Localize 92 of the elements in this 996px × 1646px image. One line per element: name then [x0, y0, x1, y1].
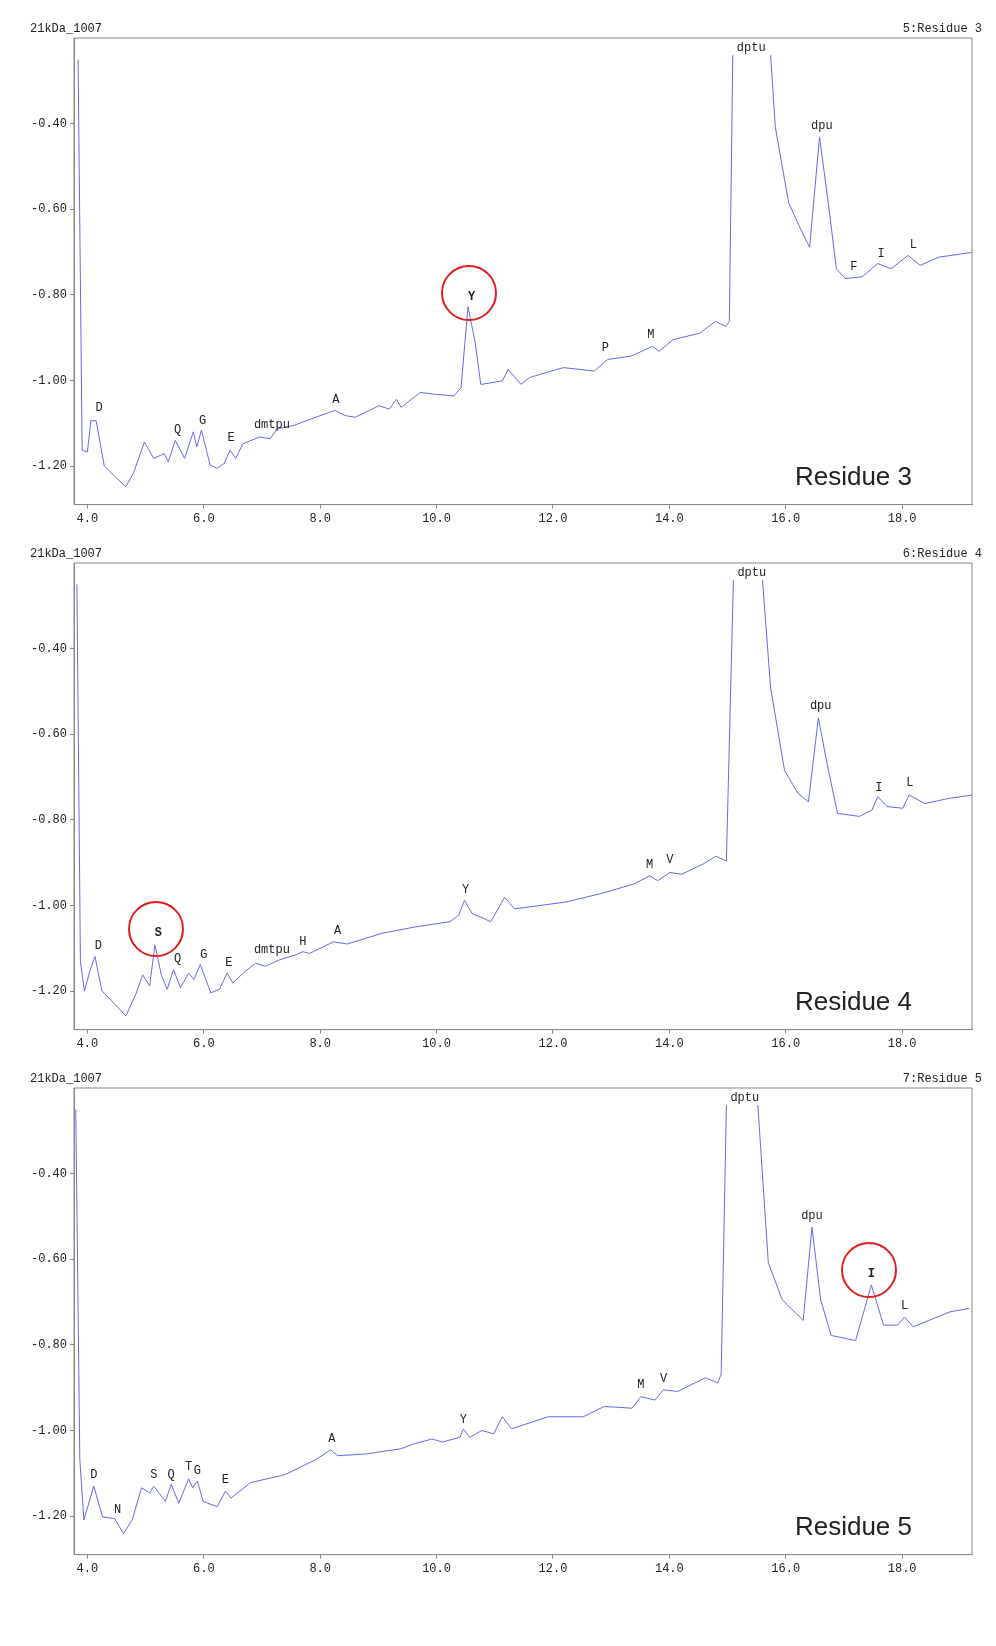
- annotation: L: [909, 238, 917, 253]
- x-tick-label: 6.0: [192, 1036, 215, 1051]
- x-tick-label: 18.0: [887, 1561, 917, 1576]
- y-tick-label: -0.40: [30, 116, 68, 131]
- x-tick-label: 8.0: [309, 1561, 331, 1576]
- y-tick-label: -0.80: [30, 813, 68, 828]
- annotation: dptu: [737, 566, 767, 581]
- y-tick-label: -1.20: [30, 459, 68, 474]
- annotation: Q: [174, 951, 182, 966]
- annotation: G: [193, 1464, 201, 1478]
- annotation: Y: [462, 883, 470, 898]
- y-tick-label: -1.00: [30, 373, 68, 388]
- annotation: A: [328, 1431, 337, 1446]
- chart-subtitle: 5:Residue 3: [902, 22, 982, 37]
- annotation: N: [114, 1502, 122, 1517]
- chart-subtitle: 7:Residue 5: [902, 1072, 982, 1087]
- annotation: dpu: [809, 699, 832, 714]
- x-tick-label: 14.0: [654, 1036, 684, 1051]
- y-tick-label: -0.40: [30, 1166, 68, 1181]
- y-tick-label: -0.60: [30, 727, 68, 742]
- x-tick-label: 10.0: [422, 511, 451, 526]
- annotation: E: [227, 431, 235, 446]
- annotation: dmtpu: [253, 418, 290, 433]
- annotation: F: [850, 259, 858, 274]
- annotation: V: [666, 853, 675, 868]
- annotation: H: [299, 934, 307, 949]
- annotation: dpu: [801, 1209, 823, 1224]
- x-tick-label: 12.0: [538, 1036, 568, 1051]
- y-tick-label: -0.60: [30, 202, 68, 217]
- y-tick-label: -1.20: [30, 984, 68, 999]
- annotation: Residue 4: [794, 985, 912, 1016]
- annotation: G: [199, 414, 207, 428]
- chart-title: 21kDa_1007: [30, 547, 103, 562]
- x-tick-label: 18.0: [887, 511, 917, 526]
- x-tick-label: 14.0: [654, 1561, 684, 1576]
- annotation: dmtpu: [253, 943, 290, 958]
- x-tick-label: 16.0: [771, 1561, 801, 1576]
- annotation: Residue 5: [794, 1510, 912, 1541]
- x-tick-label: 12.0: [538, 511, 568, 526]
- x-tick-label: 16.0: [771, 511, 801, 526]
- y-tick-label: -0.80: [30, 1338, 68, 1353]
- annotation: Q: [167, 1468, 175, 1483]
- annotation: L: [900, 1299, 909, 1314]
- annotation: D: [94, 939, 103, 953]
- annotation: L: [906, 776, 914, 791]
- y-tick-label: -1.20: [30, 1509, 68, 1524]
- x-tick-label: 4.0: [76, 511, 99, 526]
- annotation: I: [875, 780, 883, 795]
- annotation: T: [185, 1459, 193, 1474]
- annotation: M: [637, 1378, 645, 1393]
- annotation: S: [154, 926, 162, 940]
- annotation: Y: [459, 1412, 467, 1427]
- y-tick-label: -0.60: [30, 1252, 68, 1267]
- x-tick-label: 8.0: [309, 1036, 331, 1051]
- x-tick-label: 12.0: [538, 1561, 568, 1576]
- annotation: I: [867, 1266, 875, 1281]
- y-tick-label: -0.40: [30, 641, 68, 656]
- x-tick-label: 10.0: [422, 1561, 451, 1576]
- x-tick-label: 14.0: [654, 511, 684, 526]
- annotation: M: [647, 328, 655, 343]
- annotation: D: [95, 401, 103, 416]
- annotation: G: [200, 947, 208, 962]
- y-tick-label: -0.80: [30, 288, 68, 303]
- annotation: E: [221, 1472, 229, 1487]
- x-tick-label: 4.0: [76, 1036, 99, 1051]
- annotation: A: [332, 392, 341, 407]
- x-tick-label: 4.0: [76, 1561, 99, 1576]
- x-tick-label: 18.0: [887, 1036, 917, 1051]
- annotation: I: [877, 247, 885, 262]
- annotation: V: [659, 1371, 668, 1386]
- x-tick-label: 8.0: [309, 511, 331, 526]
- y-tick-label: -1.00: [30, 1423, 68, 1438]
- annotation: E: [225, 956, 233, 971]
- annotation: Residue 3: [794, 460, 912, 491]
- annotation: Q: [174, 422, 182, 437]
- annotation: dptu: [730, 1091, 760, 1106]
- annotation: P: [601, 341, 609, 356]
- y-tick-label: -1.00: [30, 898, 68, 913]
- chart-subtitle: 6:Residue 4: [902, 547, 982, 562]
- annotation: S: [150, 1468, 158, 1483]
- annotation: D: [90, 1468, 98, 1483]
- x-tick-label: 6.0: [192, 511, 215, 526]
- x-tick-label: 6.0: [192, 1561, 215, 1576]
- annotation: M: [645, 857, 654, 872]
- x-tick-label: 16.0: [771, 1036, 801, 1051]
- chart-title: 21kDa_1007: [30, 22, 103, 37]
- annotation: dpu: [811, 118, 833, 133]
- annotation: A: [334, 924, 343, 939]
- annotation: dptu: [736, 41, 766, 56]
- x-tick-label: 10.0: [422, 1036, 451, 1051]
- chart-title: 21kDa_1007: [30, 1072, 103, 1087]
- annotation: Y: [467, 289, 476, 304]
